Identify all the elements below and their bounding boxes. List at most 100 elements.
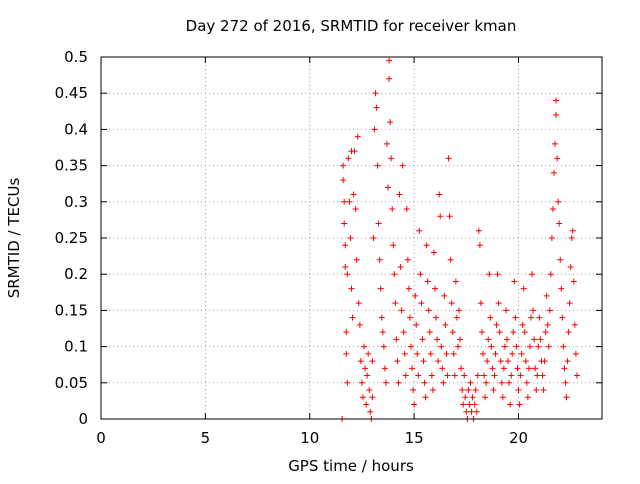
data-point xyxy=(465,387,472,394)
y-axis-label: SRMTID / TECUs xyxy=(5,178,23,299)
data-point xyxy=(382,379,389,386)
data-point xyxy=(373,104,380,111)
data-point xyxy=(350,191,357,198)
data-point xyxy=(533,387,540,394)
data-point xyxy=(369,358,376,365)
data-point xyxy=(482,394,489,401)
data-point xyxy=(508,372,515,379)
data-point xyxy=(441,292,448,299)
data-point xyxy=(364,372,371,379)
axis-ticks xyxy=(100,56,602,420)
data-point xyxy=(488,343,495,350)
data-point xyxy=(421,379,428,386)
data-point xyxy=(351,148,358,155)
y-tick-labels: 0 0.05 0.1 0.15 0.2 0.25 0.3 0.35 0.4 0.45 0.5 xyxy=(55,48,88,428)
data-point xyxy=(447,256,454,263)
data-point xyxy=(390,242,397,249)
data-point xyxy=(400,329,407,336)
data-point xyxy=(341,198,348,205)
data-point xyxy=(462,394,469,401)
data-point xyxy=(472,387,479,394)
data-point xyxy=(548,235,555,241)
data-point xyxy=(502,307,509,314)
data-point xyxy=(485,336,492,343)
data-point xyxy=(569,227,576,234)
data-point xyxy=(486,271,493,278)
data-point xyxy=(437,213,444,220)
data-point xyxy=(413,321,420,328)
data-point xyxy=(553,111,560,118)
data-point xyxy=(343,329,350,336)
data-point xyxy=(517,372,524,379)
data-point xyxy=(381,365,388,372)
data-point xyxy=(391,271,398,278)
data-point xyxy=(432,285,438,292)
data-point xyxy=(440,379,447,386)
data-point xyxy=(467,379,474,386)
data-point xyxy=(443,350,450,357)
data-point xyxy=(435,358,442,365)
data-point xyxy=(379,329,386,336)
data-point xyxy=(380,343,387,350)
data-point xyxy=(438,343,445,350)
data-point xyxy=(405,285,412,292)
data-point xyxy=(510,329,517,336)
data-point xyxy=(530,307,537,314)
data-point xyxy=(544,321,551,328)
data-point xyxy=(396,191,403,198)
data-point xyxy=(446,213,453,220)
data-point xyxy=(555,198,562,205)
data-point xyxy=(547,271,554,278)
data-point xyxy=(554,155,561,162)
data-point xyxy=(394,358,401,365)
y-tick-label: 0.5 xyxy=(64,48,88,66)
data-point xyxy=(378,314,385,321)
data-point xyxy=(506,379,513,386)
data-point xyxy=(420,358,427,365)
data-point xyxy=(539,372,546,379)
data-point xyxy=(474,372,481,379)
data-point xyxy=(427,350,434,357)
data-point xyxy=(481,372,488,379)
data-point xyxy=(363,401,370,408)
data-point xyxy=(419,336,426,343)
data-point xyxy=(356,321,363,328)
data-point xyxy=(412,292,419,299)
data-point xyxy=(376,256,383,263)
x-tick-label: 10 xyxy=(300,429,319,447)
data-point xyxy=(571,321,578,328)
y-tick-label: 0.15 xyxy=(55,301,88,319)
data-point xyxy=(549,206,556,213)
y-tick-label: 0 xyxy=(78,410,88,428)
data-point xyxy=(526,343,533,350)
data-point xyxy=(509,350,516,357)
x-tick-label: 5 xyxy=(201,429,211,447)
data-point xyxy=(560,343,567,350)
data-point xyxy=(340,162,347,169)
data-point xyxy=(491,372,498,379)
data-point xyxy=(442,321,449,328)
data-point xyxy=(477,300,484,307)
data-point xyxy=(361,343,368,350)
data-point xyxy=(490,387,497,394)
data-point xyxy=(494,271,501,278)
data-point xyxy=(393,336,400,343)
data-point xyxy=(345,155,352,162)
data-point xyxy=(475,227,482,234)
data-point xyxy=(452,278,459,285)
data-point xyxy=(520,285,527,292)
data-point xyxy=(541,358,548,365)
data-point xyxy=(398,307,405,314)
data-point xyxy=(572,350,579,357)
data-point xyxy=(342,242,349,249)
data-point xyxy=(531,336,538,343)
y-tick-label: 0.05 xyxy=(55,374,88,392)
y-tick-label: 0.35 xyxy=(55,157,88,175)
data-point xyxy=(540,387,547,394)
data-point xyxy=(411,401,418,408)
data-point xyxy=(370,235,377,241)
data-point xyxy=(414,350,421,357)
data-point xyxy=(523,379,530,386)
